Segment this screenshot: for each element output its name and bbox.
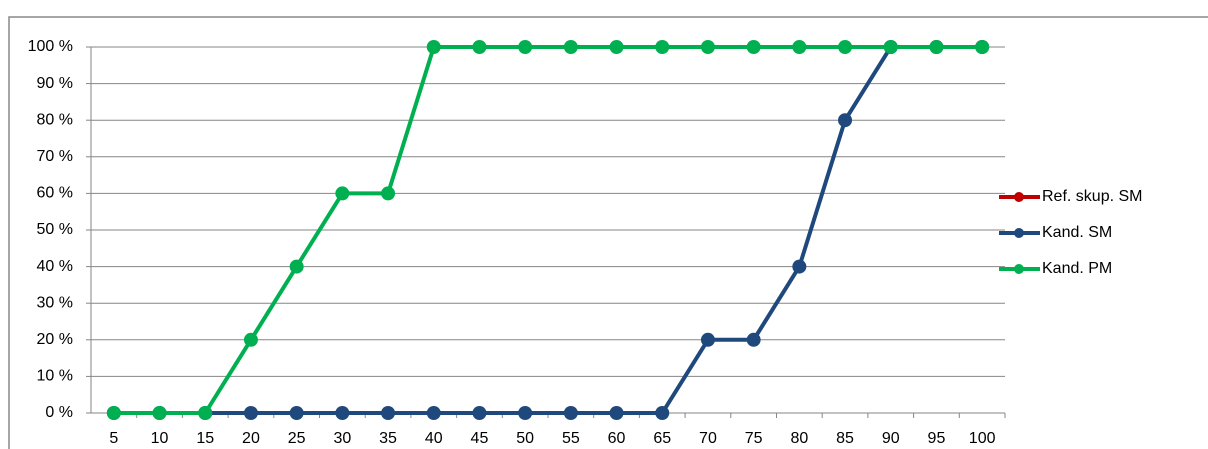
point bbox=[746, 332, 761, 347]
point bbox=[518, 40, 533, 54]
point bbox=[700, 40, 715, 54]
x-tick-label: 10 bbox=[151, 430, 169, 447]
x-tick-label: 95 bbox=[928, 430, 946, 447]
point bbox=[472, 406, 487, 420]
x-tick-label: 60 bbox=[608, 430, 626, 447]
legend-marker bbox=[1014, 192, 1024, 202]
point bbox=[563, 406, 578, 420]
x-tick-label: 80 bbox=[790, 430, 808, 447]
point bbox=[381, 406, 396, 420]
point bbox=[289, 259, 304, 274]
point bbox=[289, 406, 304, 420]
x-tick-label: 50 bbox=[516, 430, 534, 447]
x-tick-label: 35 bbox=[379, 430, 397, 447]
x-tick-label: 45 bbox=[471, 430, 489, 447]
point bbox=[609, 40, 624, 54]
point bbox=[975, 40, 990, 54]
legend-label: Ref. skup. SM bbox=[1042, 188, 1142, 205]
y-tick-label: 10 % bbox=[37, 368, 73, 385]
series-line bbox=[113, 45, 983, 415]
y-tick-label: 80 % bbox=[37, 111, 73, 128]
y-tick-label: 60 % bbox=[37, 185, 73, 202]
point bbox=[243, 332, 258, 347]
y-tick-label: 90 % bbox=[37, 75, 73, 92]
x-tick-label: 85 bbox=[836, 430, 854, 447]
point bbox=[472, 40, 487, 54]
x-tick-label: 65 bbox=[653, 430, 671, 447]
y-tick-label: 40 % bbox=[37, 258, 73, 275]
x-tick-label: 55 bbox=[562, 430, 580, 447]
point bbox=[563, 40, 578, 54]
x-tick-label: 100 bbox=[969, 430, 996, 447]
point bbox=[929, 40, 944, 54]
point bbox=[883, 40, 898, 54]
point bbox=[426, 40, 441, 54]
point bbox=[198, 406, 213, 420]
legend-marker bbox=[1014, 264, 1024, 274]
point bbox=[335, 186, 350, 201]
x-tick-label: 20 bbox=[242, 430, 260, 447]
point bbox=[609, 406, 624, 420]
legend-label: Kand. SM bbox=[1042, 224, 1112, 241]
x-tick-label: 75 bbox=[745, 430, 763, 447]
point bbox=[700, 332, 715, 347]
y-tick-label: 50 % bbox=[37, 221, 73, 238]
point bbox=[792, 259, 807, 274]
point bbox=[655, 406, 670, 420]
y-tick-label: 100 % bbox=[28, 38, 73, 55]
x-tick-label: 40 bbox=[425, 430, 443, 447]
point bbox=[426, 406, 441, 420]
point bbox=[381, 186, 396, 201]
x-tick-label: 25 bbox=[288, 430, 306, 447]
point bbox=[655, 40, 670, 54]
legend-label: Kand. PM bbox=[1042, 260, 1112, 277]
x-tick-label: 30 bbox=[333, 430, 351, 447]
point bbox=[746, 40, 761, 54]
y-tick-label: 20 % bbox=[37, 331, 73, 348]
series-line bbox=[113, 45, 983, 415]
point bbox=[243, 406, 258, 420]
chart-frame bbox=[8, 16, 1208, 449]
x-tick-label: 70 bbox=[699, 430, 717, 447]
point bbox=[838, 40, 853, 54]
point bbox=[106, 406, 121, 420]
y-tick-label: 0 % bbox=[45, 404, 73, 421]
y-tick-label: 30 % bbox=[37, 294, 73, 311]
point bbox=[335, 406, 350, 420]
legend-marker bbox=[1014, 228, 1024, 238]
x-tick-label: 5 bbox=[109, 430, 118, 447]
y-tick-label: 70 % bbox=[37, 148, 73, 165]
point bbox=[518, 406, 533, 420]
x-tick-label: 15 bbox=[196, 430, 214, 447]
point bbox=[838, 113, 853, 128]
x-tick-label: 90 bbox=[882, 430, 900, 447]
point bbox=[792, 40, 807, 54]
point bbox=[152, 406, 167, 420]
